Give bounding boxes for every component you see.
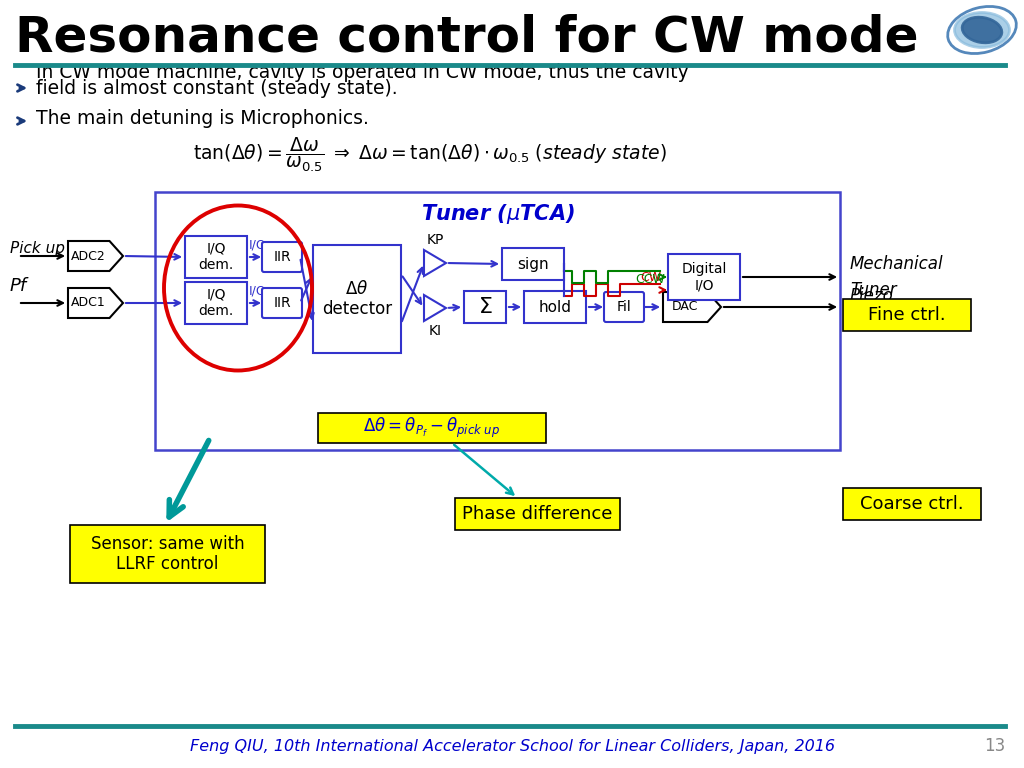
Text: I/Q
dem.: I/Q dem. bbox=[199, 288, 233, 318]
Text: Mechanical: Mechanical bbox=[850, 255, 944, 273]
Text: In CW mode machine, cavity is operated in CW mode, thus the cavity: In CW mode machine, cavity is operated i… bbox=[36, 63, 689, 82]
Text: $\tan\!\left(\Delta\theta\right)=\dfrac{\Delta\omega}{\omega_{0.5}}$$\;\Rightarr: $\tan\!\left(\Delta\theta\right)=\dfrac{… bbox=[194, 136, 667, 174]
Text: Piezo: Piezo bbox=[850, 287, 894, 305]
Text: Resonance control for CW mode: Resonance control for CW mode bbox=[15, 13, 919, 61]
Text: CCW: CCW bbox=[635, 273, 665, 286]
Text: ADC1: ADC1 bbox=[72, 296, 106, 310]
Text: $\Delta\theta$
detector: $\Delta\theta$ detector bbox=[322, 280, 392, 319]
Text: I/Q: I/Q bbox=[249, 238, 266, 251]
Polygon shape bbox=[424, 250, 446, 276]
Text: ADC2: ADC2 bbox=[72, 250, 106, 263]
Polygon shape bbox=[424, 295, 446, 321]
Text: Pick up: Pick up bbox=[10, 241, 65, 256]
FancyBboxPatch shape bbox=[668, 254, 740, 300]
FancyBboxPatch shape bbox=[524, 291, 586, 323]
Text: Coarse ctrl.: Coarse ctrl. bbox=[860, 495, 964, 513]
Text: $\Sigma$: $\Sigma$ bbox=[477, 297, 493, 317]
Text: I/Q: I/Q bbox=[249, 284, 266, 297]
FancyBboxPatch shape bbox=[455, 498, 620, 530]
FancyBboxPatch shape bbox=[318, 413, 546, 443]
Text: Digital
I/O: Digital I/O bbox=[681, 262, 727, 292]
Text: The main detuning is Microphonics.: The main detuning is Microphonics. bbox=[36, 108, 369, 127]
FancyBboxPatch shape bbox=[262, 242, 302, 272]
Ellipse shape bbox=[963, 17, 1001, 43]
Text: DAC: DAC bbox=[672, 300, 698, 313]
FancyBboxPatch shape bbox=[185, 236, 247, 278]
Text: IIR: IIR bbox=[273, 296, 291, 310]
Text: Pf: Pf bbox=[10, 277, 28, 295]
Ellipse shape bbox=[954, 12, 1010, 48]
FancyBboxPatch shape bbox=[502, 248, 564, 280]
Text: sign: sign bbox=[517, 257, 549, 272]
FancyBboxPatch shape bbox=[70, 525, 265, 583]
FancyBboxPatch shape bbox=[604, 292, 644, 322]
Text: Fil: Fil bbox=[616, 300, 632, 314]
Polygon shape bbox=[68, 288, 123, 318]
Text: KP: KP bbox=[426, 233, 443, 247]
FancyBboxPatch shape bbox=[313, 245, 401, 353]
Text: Phase difference: Phase difference bbox=[462, 505, 612, 523]
Text: KI: KI bbox=[428, 324, 441, 338]
Text: Tuner: Tuner bbox=[850, 281, 897, 299]
Text: Fine ctrl.: Fine ctrl. bbox=[868, 306, 946, 324]
Text: hold: hold bbox=[539, 300, 571, 315]
FancyBboxPatch shape bbox=[262, 288, 302, 318]
FancyBboxPatch shape bbox=[155, 192, 840, 450]
Polygon shape bbox=[663, 292, 721, 322]
FancyBboxPatch shape bbox=[185, 282, 247, 324]
Text: $\Delta\theta = \theta_{P_f} - \theta_{pick\ up}$: $\Delta\theta = \theta_{P_f} - \theta_{p… bbox=[364, 416, 501, 440]
Text: Sensor: same with
LLRF control: Sensor: same with LLRF control bbox=[91, 535, 245, 574]
FancyBboxPatch shape bbox=[843, 488, 981, 520]
FancyBboxPatch shape bbox=[843, 299, 971, 331]
Text: I/Q
dem.: I/Q dem. bbox=[199, 242, 233, 272]
Text: field is almost constant (steady state).: field is almost constant (steady state). bbox=[36, 79, 397, 98]
Polygon shape bbox=[68, 241, 123, 271]
Text: IIR: IIR bbox=[273, 250, 291, 264]
Text: CW: CW bbox=[640, 271, 662, 284]
FancyBboxPatch shape bbox=[464, 291, 506, 323]
Text: 13: 13 bbox=[984, 737, 1005, 755]
Text: Tuner ($\mu$TCA): Tuner ($\mu$TCA) bbox=[421, 202, 574, 226]
Text: Feng QIU, 10th International Accelerator School for Linear Colliders, Japan, 201: Feng QIU, 10th International Accelerator… bbox=[189, 739, 835, 753]
